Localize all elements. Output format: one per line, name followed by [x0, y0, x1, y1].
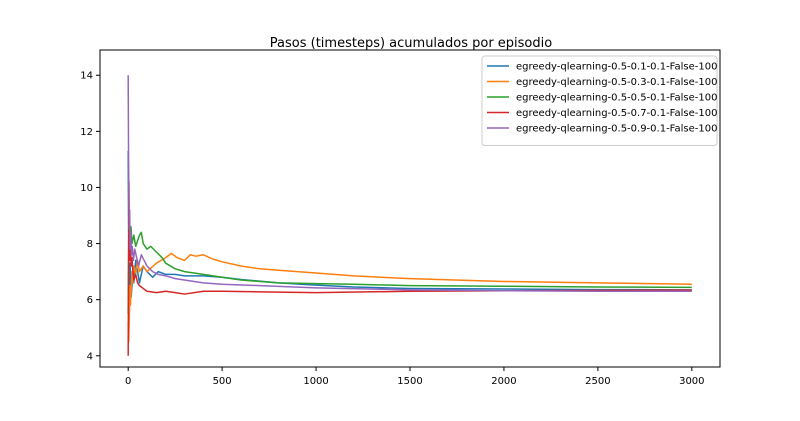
x-tick-label: 1000: [303, 376, 328, 387]
x-tick-label: 0: [125, 376, 131, 387]
x-tick-label: 500: [213, 376, 232, 387]
plot-area: [127, 75, 692, 356]
y-tick-label: 12: [80, 127, 93, 138]
series-line-5: [127, 75, 692, 293]
legend-label: egreedy-qlearning-0.5-0.5-0.1-False-100: [516, 93, 717, 104]
y-tick-label: 10: [80, 183, 93, 194]
x-tick-label: 3000: [679, 376, 704, 387]
legend-box: [481, 55, 718, 146]
series-line-1: [127, 150, 692, 307]
legend-label: egreedy-qlearning-0.5-0.3-0.1-False-100: [516, 77, 717, 88]
y-tick-label: 14: [80, 71, 93, 82]
x-tick-label: 2500: [585, 376, 610, 387]
legend: egreedy-qlearning-0.5-0.1-0.1-False-100 e…: [481, 55, 718, 146]
series-lines: [127, 75, 692, 356]
x-tick-label: 1500: [397, 376, 422, 387]
series-line-2: [127, 252, 692, 343]
chart-title: Pasos (timesteps) acumulados por episodi…: [270, 36, 552, 51]
legend-label: egreedy-qlearning-0.5-0.1-0.1-False-100: [516, 62, 717, 73]
x-tick-label: 2000: [491, 376, 516, 387]
y-tick-label: 8: [87, 239, 93, 250]
series-line-4: [127, 181, 692, 356]
axes: 0 500 1000 1500 2000 2500 3000 4 6 8 10 12 14: [80, 49, 721, 387]
y-tick-label: 4: [87, 351, 93, 362]
legend-label: egreedy-qlearning-0.5-0.9-0.1-False-100: [516, 124, 717, 135]
y-tick-label: 6: [87, 295, 93, 306]
series-line-3: [127, 214, 692, 314]
legend-label: egreedy-qlearning-0.5-0.7-0.1-False-100: [516, 108, 717, 119]
